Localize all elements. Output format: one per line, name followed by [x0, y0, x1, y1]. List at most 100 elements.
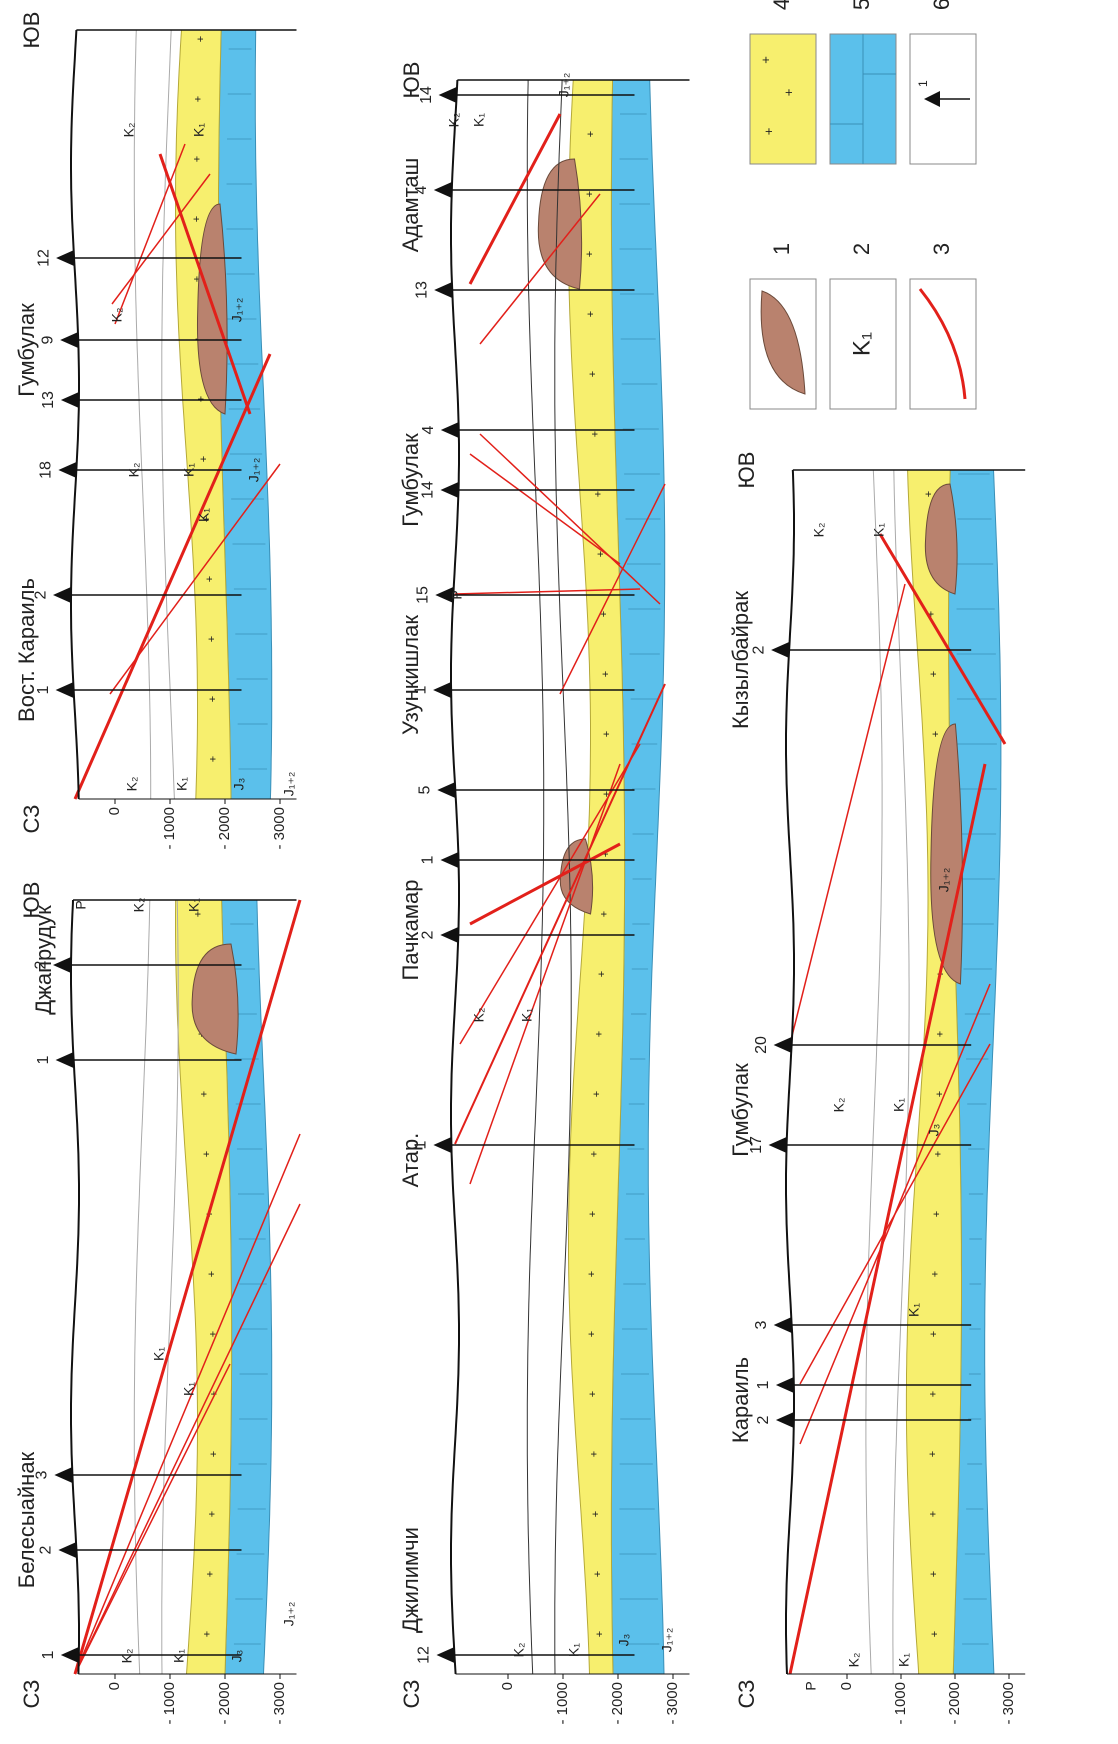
- field-name: Адамташ: [398, 158, 423, 253]
- legend-box: [750, 34, 816, 164]
- well-number: 2: [755, 1415, 772, 1424]
- depth-label: - 2000: [216, 807, 233, 850]
- field-name: Кызылбайрак: [728, 591, 753, 729]
- depth-label: - 1000: [892, 1682, 909, 1725]
- well-marker: [434, 182, 452, 198]
- well-number: 18: [38, 461, 55, 479]
- formation-label: J₃: [229, 1650, 245, 1663]
- legend-number: 5: [849, 0, 874, 10]
- plus-sign: +: [598, 911, 610, 917]
- well-number: 1: [40, 1650, 57, 1659]
- legend-symbol: K₁: [848, 332, 875, 356]
- well-number: 12: [416, 1646, 433, 1664]
- plus-sign: +: [928, 1571, 940, 1577]
- formation-label: J₁₊₂: [246, 458, 262, 483]
- side-label: СЗ: [19, 805, 44, 834]
- plus-sign: +: [207, 696, 219, 702]
- formation-label: K₁: [191, 123, 207, 137]
- fault: [790, 584, 905, 1044]
- field-name: Гумбулак: [728, 1063, 753, 1157]
- formation-label: J₃: [231, 778, 247, 791]
- depth-label: - 2000: [609, 1682, 626, 1725]
- well-number: 15: [415, 586, 432, 604]
- field-name: Джапрудук: [31, 905, 56, 1015]
- formation-boundary: [162, 900, 178, 1674]
- field-name: Вост. Караиль: [14, 578, 39, 722]
- formation-label: K₁: [196, 508, 212, 522]
- formation-label: K₂: [124, 777, 140, 792]
- field-name: Атар.: [398, 1133, 423, 1188]
- plus-sign: +: [590, 1511, 602, 1517]
- depth-label: - 2000: [946, 1682, 963, 1725]
- plus-sign: +: [208, 1451, 220, 1457]
- well-number: 1: [420, 855, 437, 864]
- formation-label: J₃: [616, 1634, 632, 1647]
- formation-label: J₁₊₂: [229, 298, 245, 323]
- well-marker: [61, 1647, 79, 1663]
- well-marker: [56, 1052, 74, 1068]
- plus-sign: +: [592, 491, 604, 497]
- depth-label: 0: [838, 1682, 855, 1690]
- well-marker: [437, 782, 455, 798]
- plus-sign: +: [589, 1151, 601, 1157]
- field-name: Гумбулак: [398, 433, 423, 527]
- well-marker: [61, 392, 79, 408]
- well-marker: [441, 852, 459, 868]
- formation-label: K₂: [846, 1653, 862, 1668]
- plus-sign: +: [932, 1151, 944, 1157]
- plus-sign: +: [929, 1631, 941, 1637]
- formation-label: K₁: [181, 1382, 197, 1396]
- plus-sign: +: [593, 1031, 605, 1037]
- well-marker: [774, 1037, 792, 1053]
- legend-number: 3: [929, 243, 954, 255]
- well-number: 14: [418, 86, 435, 104]
- plus-sign: +: [587, 1211, 599, 1217]
- plus-sign: +: [204, 576, 216, 582]
- plus-sign: +: [588, 1451, 600, 1457]
- plus-sign: +: [585, 311, 597, 317]
- formation-label: K₂: [446, 113, 462, 128]
- well-marker: [433, 1137, 451, 1153]
- formation-label: J₁₊₂: [556, 73, 572, 98]
- plus-sign: +: [592, 1571, 604, 1577]
- field-name: Узункишлак: [398, 615, 423, 735]
- plus-sign: +: [930, 731, 942, 737]
- well-marker: [58, 1542, 76, 1558]
- well-number: 13: [40, 391, 57, 409]
- depth-label: 0: [106, 1682, 123, 1690]
- formation-label: K₂: [131, 898, 147, 913]
- plus-sign: +: [587, 1391, 599, 1397]
- formation-label: J₁₊₂: [281, 772, 297, 797]
- plus-sign: +: [761, 128, 776, 136]
- well-marker: [56, 250, 74, 266]
- surface-line: [451, 80, 459, 1674]
- plus-sign: +: [927, 1451, 939, 1457]
- well-number: 13: [413, 281, 430, 299]
- formation-label: K₁: [151, 1347, 167, 1361]
- well-number: 2: [750, 645, 767, 654]
- formation-label: J₁₊₂: [936, 868, 952, 893]
- plus-sign: +: [758, 56, 773, 64]
- formation-label: K₂: [811, 523, 827, 538]
- depth-label: - 3000: [1000, 1682, 1017, 1725]
- formation-label: J₁₊₂: [659, 1628, 675, 1653]
- formation-label: P: [803, 1681, 819, 1690]
- formation-label: K₁: [519, 1008, 535, 1022]
- well-marker: [58, 462, 76, 478]
- plus-sign: +: [195, 36, 207, 42]
- well-marker: [53, 587, 71, 603]
- plus-sign: +: [928, 1331, 940, 1337]
- well-number: 3: [753, 1320, 770, 1329]
- plus-sign: +: [191, 216, 203, 222]
- formation-label: K₁: [871, 523, 887, 537]
- plus-sign: +: [584, 251, 596, 257]
- formation-label: J₃: [926, 1124, 942, 1137]
- formation-label: K₂: [121, 123, 137, 138]
- plus-sign: +: [781, 89, 796, 97]
- plus-sign: +: [929, 1271, 941, 1277]
- cross-sections: +++++++++++++СЗЮВ0- 1000- 2000- 30001231…: [0, 0, 1118, 1744]
- field-name: Пачкамар: [398, 880, 423, 981]
- depth-label: - 3000: [271, 807, 288, 850]
- plus-sign: +: [594, 1631, 606, 1637]
- formation-label: K₁: [891, 1098, 907, 1112]
